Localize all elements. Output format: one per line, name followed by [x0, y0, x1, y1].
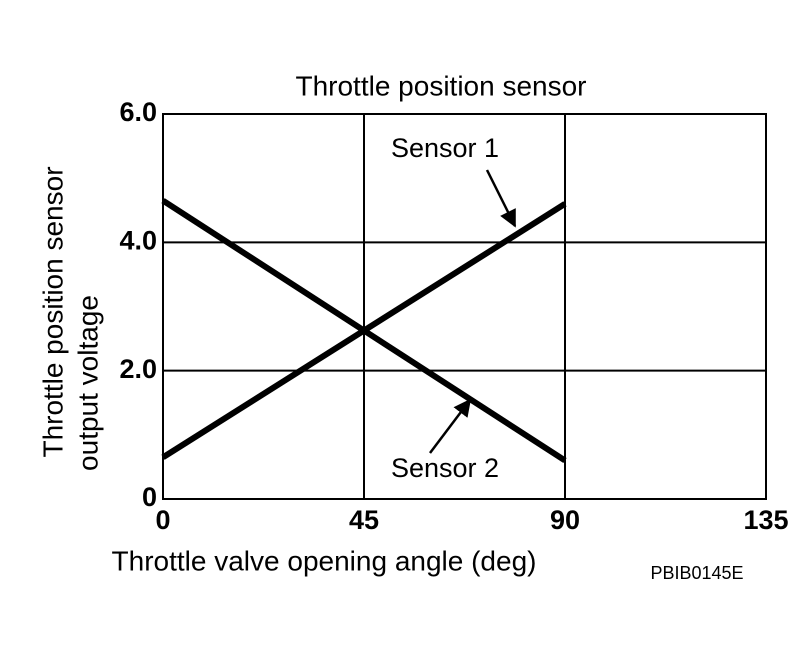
x-tick-label: 0 [155, 505, 170, 535]
series-line [161, 198, 567, 464]
figure-code: PBIB0145E [650, 563, 743, 583]
y-tick-label: 4.0 [119, 225, 157, 255]
series-label: Sensor 1 [391, 133, 499, 163]
y-axis-label: Throttle position sensor [37, 166, 68, 457]
plot-frame [162, 113, 767, 500]
y-axis-label: output voltage [72, 295, 103, 471]
x-tick-label: 135 [743, 505, 788, 535]
x-tick-label: 45 [349, 505, 379, 535]
x-axis-label: Throttle valve opening angle (deg) [112, 545, 537, 576]
series-label: Sensor 2 [391, 453, 499, 483]
arrow [429, 398, 472, 454]
y-tick-label: 2.0 [119, 354, 157, 384]
x-tick-label: 90 [550, 505, 580, 535]
chart-title: Throttle position sensor [295, 70, 586, 101]
arrow [485, 169, 517, 228]
y-tick-label: 6.0 [119, 97, 157, 127]
y-tick-label: 0 [142, 482, 157, 512]
